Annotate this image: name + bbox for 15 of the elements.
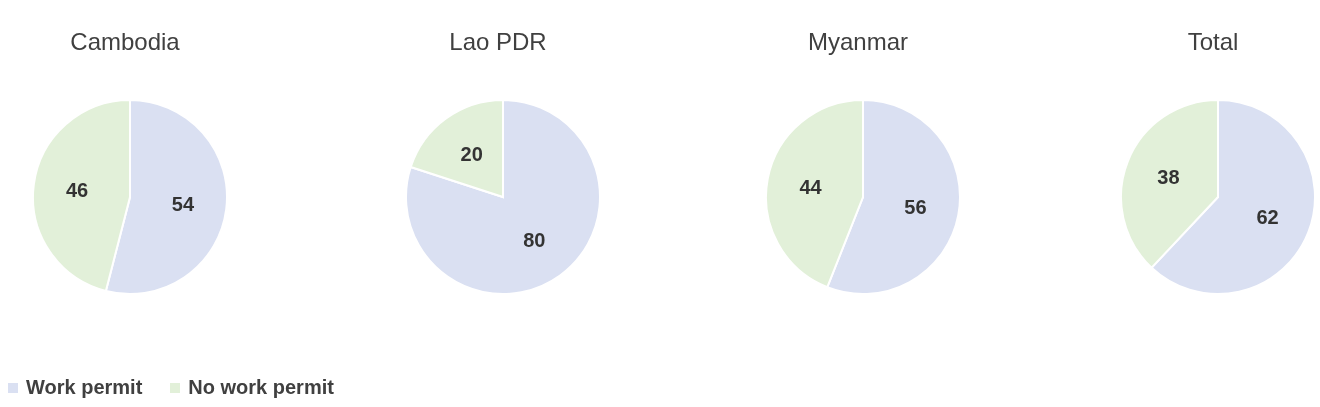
chart-title: Total [1186, 27, 1240, 57]
data-label: 46 [65, 179, 89, 202]
data-label: 62 [1256, 205, 1279, 228]
pie-slice [405, 99, 601, 295]
data-label: 38 [1157, 166, 1180, 189]
data-label: 44 [799, 176, 823, 198]
chart-title: Lao PDR [448, 27, 548, 57]
chart-title: Myanmar [807, 27, 909, 57]
data-label: 56 [904, 196, 927, 218]
data-label: 54 [171, 192, 195, 215]
legend-label: Work permit [26, 376, 143, 399]
chart-title: Cambodia [69, 27, 181, 57]
data-label: 20 [460, 142, 483, 165]
data-label: 80 [523, 229, 546, 252]
legend-label: No work permit [188, 376, 334, 399]
